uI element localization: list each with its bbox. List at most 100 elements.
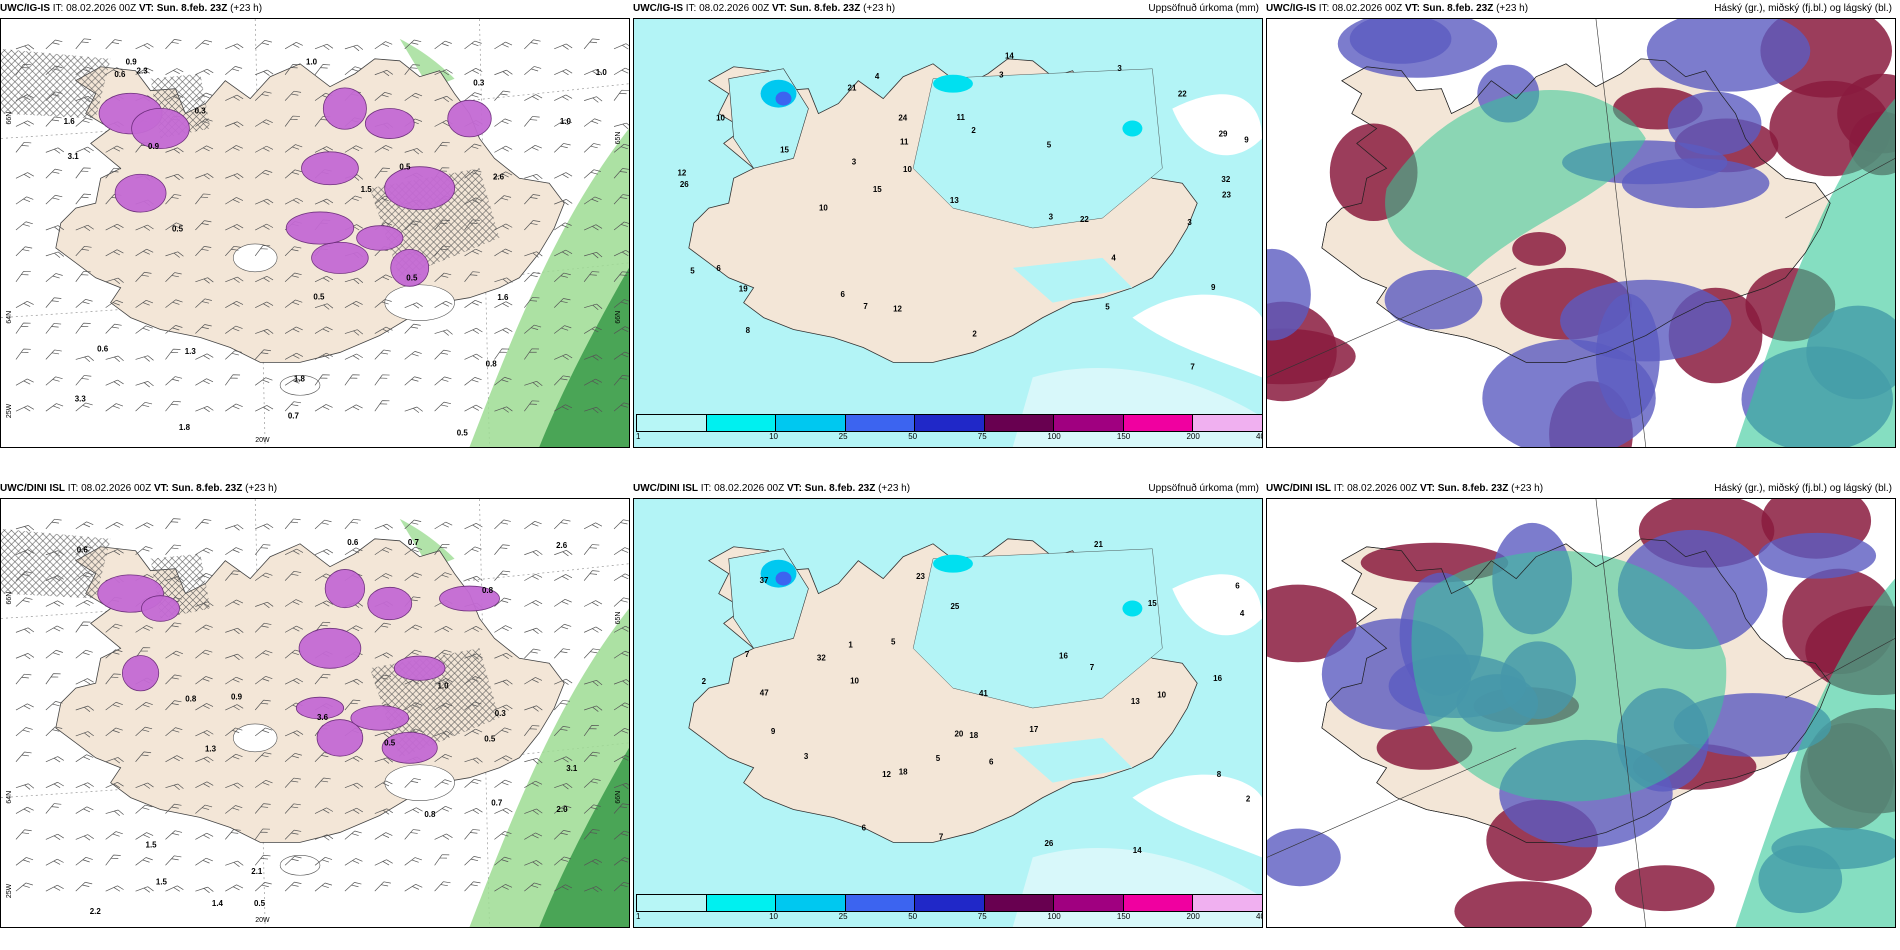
colorbar-tick: 100	[1047, 432, 1061, 441]
wind-barb	[225, 653, 244, 661]
wind-barb	[554, 249, 573, 257]
mid-cloud	[1349, 19, 1452, 64]
wind-barb	[45, 701, 63, 711]
wind-barb	[434, 678, 453, 685]
wind-barb	[613, 168, 629, 179]
value-label: 3.1	[566, 764, 578, 773]
value-label: 9	[771, 727, 776, 736]
wind-barb	[195, 703, 214, 711]
wind-barb	[494, 41, 513, 50]
panel-header: UWC/IG-IS IT: 08.02.2026 00Z VT: Sun. 8.…	[633, 0, 1263, 18]
wind-barb	[583, 118, 602, 127]
wind-barb	[494, 376, 512, 386]
wind-barb	[254, 544, 271, 555]
value-label: 10	[819, 203, 828, 212]
wind-barb	[105, 167, 122, 179]
wind-barb	[225, 829, 241, 840]
wind-barb	[524, 860, 543, 867]
wind-barb	[554, 404, 573, 412]
wind-barb	[584, 251, 603, 259]
model-name: UWC/DINI ISL	[1266, 483, 1331, 494]
init-time: IT: 08.02.2026 00Z	[1316, 3, 1405, 14]
wind-barb	[195, 298, 212, 308]
axis-label: 64N	[6, 311, 13, 324]
wind-barb	[553, 648, 571, 659]
low-cloud	[1735, 98, 1895, 447]
wind-barb	[583, 570, 600, 581]
wind-barb	[613, 625, 629, 633]
wind-barb	[524, 94, 543, 101]
wind-barb	[75, 375, 92, 386]
wind-barb	[404, 883, 423, 892]
snow-area	[316, 719, 364, 757]
wind-barb	[524, 600, 543, 607]
wind-barb	[105, 701, 123, 711]
panel-header: UWC/DINI ISL IT: 08.02.2026 00Z VT: Sun.…	[0, 480, 630, 498]
wind-barb	[105, 39, 122, 50]
wind-barb	[553, 830, 571, 840]
wind-barb	[45, 323, 62, 334]
wind-barb	[494, 223, 513, 231]
wind-barb	[584, 69, 603, 76]
value-label: 0.8	[424, 810, 436, 819]
wind-barb	[165, 830, 183, 840]
heavy-rain-area	[539, 267, 629, 447]
snow-area	[285, 211, 355, 245]
wind-barb	[165, 93, 184, 101]
wind-barb	[135, 782, 154, 789]
value-label: 1.5	[146, 840, 158, 849]
colorbar-tick: 1	[636, 432, 641, 441]
value-label: 3.6	[317, 713, 329, 722]
wind-barb	[45, 803, 62, 814]
wind-barb	[404, 406, 423, 413]
wind-barb	[165, 39, 182, 50]
field-title: Háský (gr.), miðský (fj.bl.) og lágský (…	[1714, 483, 1892, 494]
wind-barb	[613, 547, 629, 556]
colorbar-swatch	[1053, 894, 1124, 912]
value-label: 1.6	[64, 117, 76, 126]
high-cloud	[1614, 865, 1715, 912]
wind-barb	[434, 833, 453, 840]
wind-barb	[613, 402, 629, 412]
wind-barb	[583, 378, 603, 386]
colorbar-tick: 25	[838, 912, 848, 921]
wind-barb	[45, 673, 61, 685]
wind-barb	[165, 68, 184, 76]
value-label: 12	[677, 168, 686, 177]
wind-barb	[344, 44, 364, 52]
wind-barb	[15, 378, 34, 386]
wind-barb	[284, 352, 304, 360]
wind-barb	[344, 755, 363, 763]
wind-barb	[404, 39, 422, 50]
wind-barb	[584, 679, 603, 687]
wind-barb	[135, 726, 153, 737]
wind-barb	[613, 803, 629, 814]
wind-barb	[284, 63, 301, 75]
value-label: 10	[903, 165, 912, 174]
wind-barb	[165, 855, 182, 866]
panel-igis-accum-precip: UWC/IG-IS IT: 08.02.2026 00Z VT: Sun. 8.…	[633, 0, 1263, 448]
colorbar-tick: 200	[1186, 432, 1200, 441]
wind-barb	[524, 194, 541, 205]
wind-barb	[105, 649, 123, 659]
wind-barb	[524, 677, 543, 685]
wind-barb	[255, 69, 274, 76]
wind-barb	[195, 324, 212, 334]
wind-barb	[434, 649, 452, 659]
value-label: 2.3	[137, 66, 149, 75]
mid-cloud	[1595, 293, 1660, 420]
wind-barb	[344, 329, 364, 336]
wind-barb	[524, 116, 540, 127]
wind-barb	[254, 39, 272, 50]
wind-barb	[15, 857, 34, 866]
value-label: 16	[1213, 674, 1222, 683]
value-label: 13	[950, 196, 959, 205]
wind-barb	[344, 66, 362, 76]
wind-barb	[45, 403, 64, 412]
wind-barb	[554, 353, 573, 360]
wind-barb	[554, 549, 573, 557]
wind-barb	[464, 248, 483, 257]
valid-time: VT: Sun. 8.feb. 23Z	[138, 3, 228, 14]
wind-barb	[613, 250, 629, 257]
value-label: 1.0	[438, 682, 450, 691]
